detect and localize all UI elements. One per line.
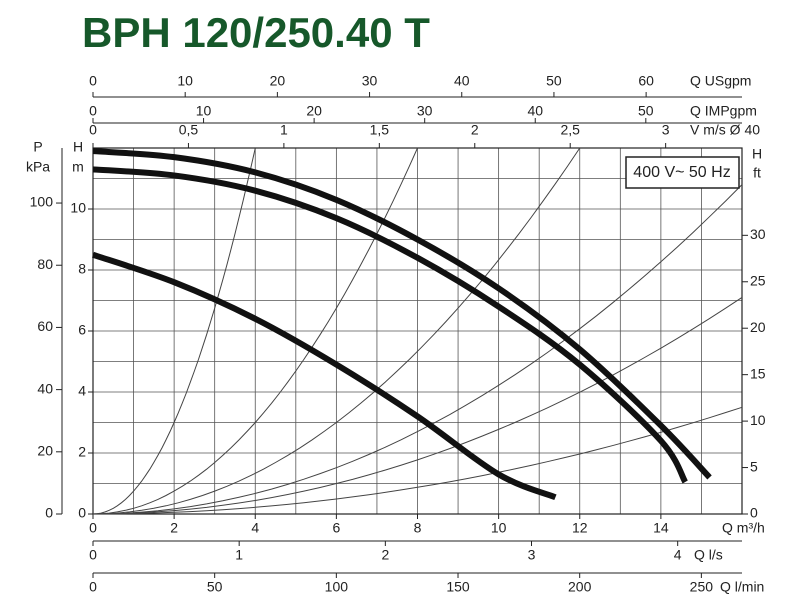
annotation-box — [625, 156, 740, 189]
pump-curve — [92, 251, 557, 501]
x-axis-title: Q m³/h — [722, 520, 765, 536]
x-tick-label: 14 — [653, 520, 669, 536]
bottom-tick-label: 3 — [528, 547, 536, 563]
p-axis-unit: kPa — [26, 159, 50, 175]
top-tick-label: 1,5 — [370, 122, 390, 138]
top-tick-label: 40 — [527, 103, 543, 119]
top-tick-label: 0,5 — [179, 122, 199, 138]
top-tick-label: 20 — [306, 103, 322, 119]
top-tick-label: 20 — [270, 73, 286, 89]
bottom-tick-label: 2 — [381, 547, 389, 563]
annotation: 400 V~ 50 Hz — [633, 164, 730, 181]
y-tick-label: 2 — [78, 444, 86, 460]
ft-tick-label: 10 — [750, 412, 766, 428]
ft-tick-label: 20 — [750, 319, 766, 335]
p-tick-label: 0 — [45, 505, 53, 521]
y-tick-label: 10 — [70, 200, 86, 216]
top-tick-label: 40 — [454, 73, 470, 89]
y-tick-label: 0 — [78, 505, 86, 521]
pump-curve — [92, 166, 688, 484]
top-tick-label: 60 — [638, 73, 654, 89]
x-tick-label: 6 — [332, 520, 340, 536]
system-curve — [92, 147, 418, 515]
x-tick-label: 12 — [572, 520, 588, 536]
p-tick-label: 60 — [37, 318, 53, 334]
ft-tick-label: 0 — [750, 505, 758, 521]
top-tick-label: 50 — [638, 103, 654, 119]
bottom-tick-label: 200 — [568, 579, 592, 595]
bottom-tick-label: 0 — [89, 579, 97, 595]
y-tick-label: 8 — [78, 261, 86, 277]
top-tick-label: 10 — [177, 73, 193, 89]
chart-title: BPH 120/250.40 T — [82, 9, 430, 56]
bottom-tick-label: 250 — [690, 579, 714, 595]
top-tick-label: 1 — [280, 122, 288, 138]
bottom-tick-label: 100 — [325, 579, 349, 595]
pump-curve — [92, 148, 712, 480]
top-tick-label: 30 — [362, 73, 378, 89]
bottom-tick-label: 0 — [89, 547, 97, 563]
top-tick-label: 0 — [89, 122, 97, 138]
p-tick-label: 20 — [37, 443, 53, 459]
system-curve — [92, 296, 743, 515]
x-tick-label: 0 — [89, 520, 97, 536]
y-tick-label: 6 — [78, 322, 86, 338]
system-curve — [92, 406, 743, 515]
y-tick-label: 4 — [78, 383, 86, 399]
x-tick-label: 4 — [251, 520, 259, 536]
top-tick-label: 2,5 — [560, 122, 580, 138]
system-curve — [92, 147, 581, 515]
bottom-axis-title: Q l/min — [720, 579, 764, 595]
top-tick-label: 2 — [471, 122, 479, 138]
bottom-tick-label: 150 — [446, 579, 470, 595]
ft-tick-label: 15 — [750, 365, 766, 381]
system-curve — [92, 147, 256, 515]
top-tick-label: 0 — [89, 103, 97, 119]
p-tick-label: 100 — [30, 194, 54, 210]
bottom-axis-title: Q l/s — [694, 547, 723, 563]
p-tick-label: 40 — [37, 380, 53, 396]
top-tick-label: 0 — [89, 73, 97, 89]
top-tick-label: 30 — [417, 103, 433, 119]
ft-tick-label: 5 — [750, 458, 758, 474]
bottom-tick-label: 1 — [235, 547, 243, 563]
top-axis-title: Q USgpm — [690, 73, 751, 89]
ft-tick-label: 25 — [750, 272, 766, 288]
top-axis-title: Q IMPgpm — [690, 103, 757, 119]
ft-tick-label: 30 — [750, 226, 766, 242]
top-axis-title: V m/s Ø 40 — [690, 122, 760, 138]
system-curve — [92, 184, 743, 515]
x-tick-label: 8 — [414, 520, 422, 536]
y-axis-title: H — [73, 139, 83, 155]
x-tick-label: 2 — [170, 520, 178, 536]
ft-axis-title: H — [752, 146, 762, 162]
top-tick-label: 10 — [196, 103, 212, 119]
p-tick-label: 80 — [37, 256, 53, 272]
ft-axis-unit: ft — [753, 165, 761, 181]
bottom-tick-label: 4 — [674, 547, 682, 563]
bottom-tick-label: 50 — [207, 579, 223, 595]
y-axis-unit: m — [72, 159, 84, 175]
top-tick-label: 3 — [662, 122, 670, 138]
p-axis-title: P — [33, 139, 42, 155]
x-tick-label: 10 — [491, 520, 507, 536]
top-tick-label: 50 — [546, 73, 562, 89]
